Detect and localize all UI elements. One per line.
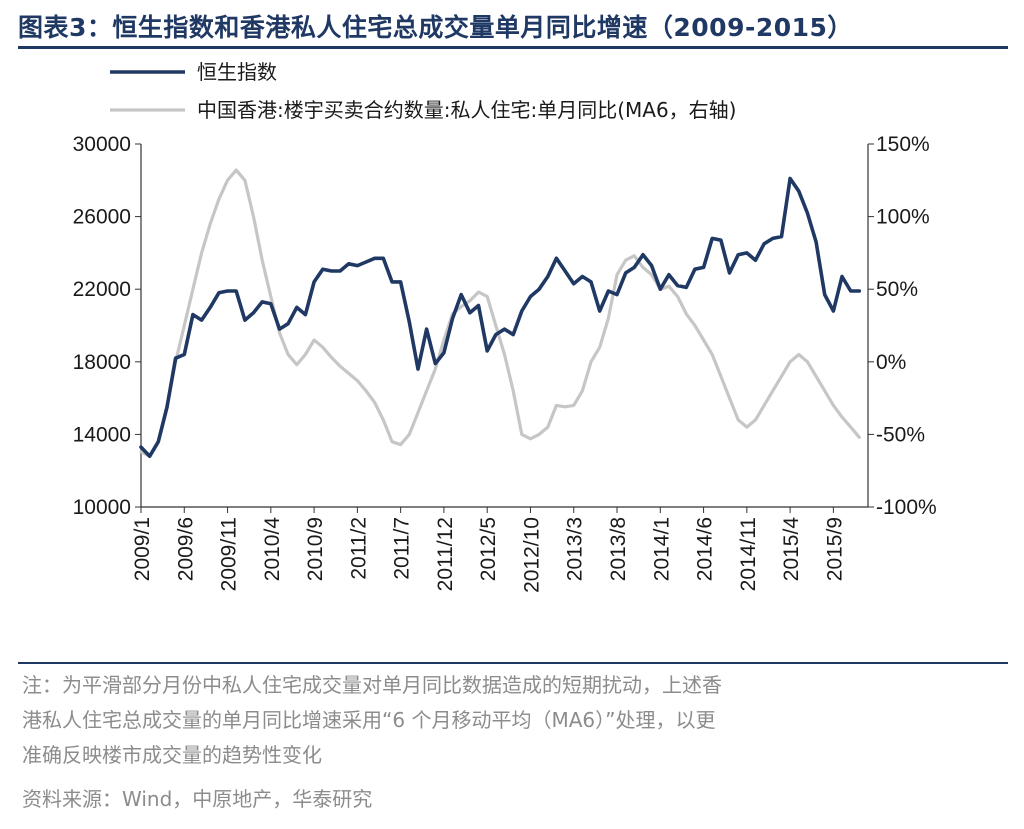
x-tick-label: 2009/6	[174, 517, 197, 581]
right-tick-label: 50%	[876, 278, 918, 301]
note-line-1: 注：为平滑部分月份中私人住宅成交量对单月同比数据造成的短期扰动，上述香	[22, 673, 722, 697]
x-tick-label: 2012/5	[477, 517, 500, 581]
x-tick-label: 2014/6	[694, 517, 717, 581]
axes: 10000 14000 18000 22000 26000 30000 -100% -50% 0…	[73, 133, 937, 593]
source-note: 资料来源：Wind，中原地产，华泰研究	[22, 787, 373, 811]
note-line-3: 准确反映楼市成交量的趋势性变化	[22, 743, 322, 767]
left-tick-label: 22000	[73, 278, 131, 301]
series-line-housing-yoy	[139, 168, 861, 458]
series-line-hsi	[139, 176, 862, 459]
x-tick-label: 2014/1	[650, 517, 673, 581]
x-tick-label: 2015/9	[823, 517, 846, 581]
right-tick-label: -50%	[876, 423, 925, 446]
chart-title: 图表3：恒生指数和香港私人住宅总成交量单月同比增速（2009-2015）	[18, 13, 853, 42]
right-tick-label: 100%	[876, 206, 930, 229]
left-tick-label: 30000	[73, 133, 131, 156]
notes-divider	[18, 662, 1008, 664]
series-layer	[139, 168, 862, 459]
x-tick-label: 2011/12	[434, 517, 457, 591]
right-tick-label: 0%	[876, 351, 906, 374]
legend-label-1: 恒生指数	[197, 60, 277, 84]
note-line-2: 港私人住宅总成交量的单月同比增速采用“6 个月移动平均（MA6）”处理，以更	[22, 708, 716, 732]
right-tick-label: 150%	[876, 133, 930, 156]
x-tick-label: 2014/11	[737, 517, 760, 591]
x-tick-label: 2011/2	[347, 517, 370, 580]
left-tick-label: 10000	[73, 496, 131, 519]
x-tick-label: 2013/3	[564, 517, 587, 581]
x-tick-label: 2009/1	[131, 517, 154, 581]
title-underline	[18, 46, 1008, 49]
x-tick-label: 2010/9	[304, 517, 327, 581]
x-tick-label: 2012/10	[520, 517, 543, 593]
x-tick-label: 2010/4	[261, 517, 284, 582]
x-tick-label: 2009/11	[218, 517, 241, 591]
legend-label-2: 中国香港:楼宇买卖合约数量:私人住宅:单月同比(MA6，右轴)	[197, 98, 736, 122]
right-tick-label: -100%	[876, 496, 937, 519]
x-tick-label: 2013/8	[607, 517, 630, 581]
x-tick-label: 2015/4	[780, 517, 803, 582]
left-tick-label: 14000	[73, 423, 131, 446]
left-tick-label: 18000	[73, 351, 131, 374]
x-tick-label: 2011/7	[391, 517, 414, 580]
left-tick-label: 26000	[73, 206, 131, 229]
